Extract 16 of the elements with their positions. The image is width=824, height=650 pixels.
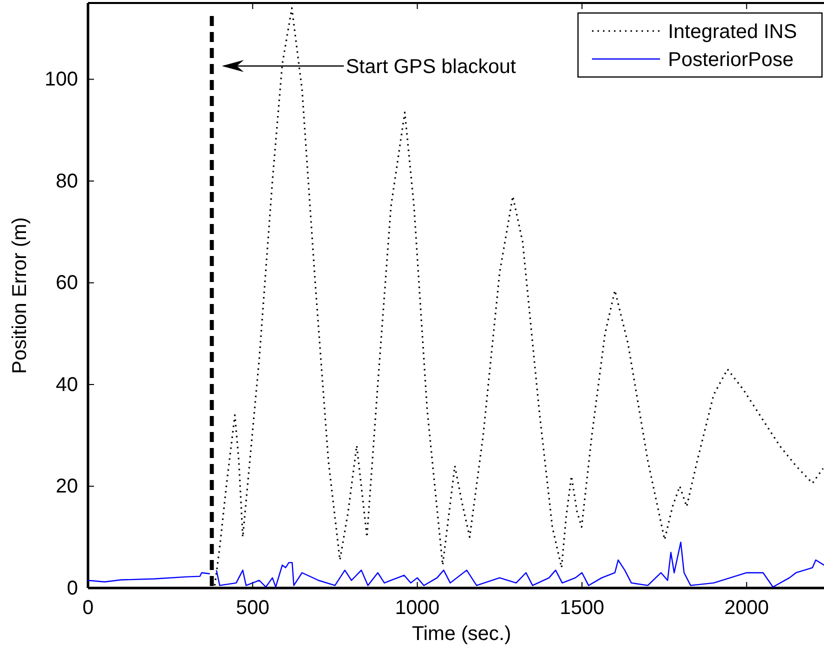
y-tick-label: 20 bbox=[56, 476, 78, 498]
x-tick-label: 2000 bbox=[724, 597, 769, 620]
legend-label: PosteriorPose bbox=[668, 49, 794, 71]
y-tick-label: 60 bbox=[56, 272, 78, 294]
legend-label: Integrated INS bbox=[668, 21, 797, 43]
x-tick-label: 0 bbox=[82, 597, 94, 620]
x-tick-label: 500 bbox=[236, 597, 270, 620]
x-tick-label: 1500 bbox=[560, 597, 604, 620]
x-tick-label: 1000 bbox=[395, 597, 440, 620]
annotation: Start GPS blackout bbox=[346, 56, 516, 78]
y-tick-label: 40 bbox=[56, 374, 78, 396]
y-tick-label: 100 bbox=[44, 68, 78, 91]
y-tick-label: 80 bbox=[56, 170, 78, 192]
y-axis-title: Position Error (m) bbox=[9, 217, 31, 374]
x-axis-title: Time (sec.) bbox=[412, 623, 512, 645]
y-tick-label: 0 bbox=[66, 577, 78, 600]
